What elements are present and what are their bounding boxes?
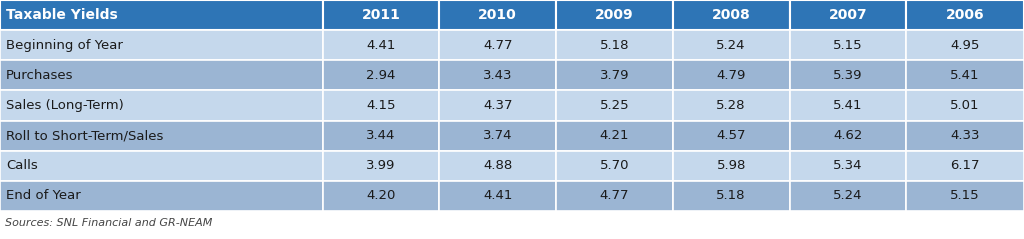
Text: 2007: 2007 xyxy=(828,8,867,22)
Text: 2011: 2011 xyxy=(361,8,400,22)
Text: Beginning of Year: Beginning of Year xyxy=(6,38,123,52)
Bar xyxy=(673,181,790,211)
Bar xyxy=(673,151,790,181)
Text: 5.41: 5.41 xyxy=(834,99,862,112)
Bar xyxy=(673,0,790,30)
Bar xyxy=(673,120,790,151)
Text: 3.44: 3.44 xyxy=(367,129,395,142)
Bar xyxy=(790,120,906,151)
Bar xyxy=(0,0,323,30)
Bar xyxy=(790,181,906,211)
Text: 4.79: 4.79 xyxy=(717,69,745,82)
Bar xyxy=(790,60,906,90)
Bar xyxy=(439,181,556,211)
Text: 2009: 2009 xyxy=(595,8,634,22)
Text: End of Year: End of Year xyxy=(6,190,81,202)
Text: 5.98: 5.98 xyxy=(717,159,745,172)
Bar xyxy=(439,151,556,181)
Text: Taxable Yields: Taxable Yields xyxy=(6,8,118,22)
Bar xyxy=(439,60,556,90)
Text: 4.95: 4.95 xyxy=(950,38,980,52)
Text: Calls: Calls xyxy=(6,159,38,172)
Text: 5.41: 5.41 xyxy=(950,69,980,82)
Bar xyxy=(556,151,673,181)
Text: 3.43: 3.43 xyxy=(483,69,512,82)
Bar xyxy=(323,0,439,30)
Bar xyxy=(906,0,1024,30)
Text: 4.57: 4.57 xyxy=(717,129,745,142)
Text: Sources: SNL Financial and GR-NEAM: Sources: SNL Financial and GR-NEAM xyxy=(5,218,212,228)
Text: 3.74: 3.74 xyxy=(483,129,512,142)
Bar xyxy=(556,120,673,151)
Text: Sales (Long-Term): Sales (Long-Term) xyxy=(6,99,124,112)
Bar xyxy=(790,0,906,30)
Text: 3.79: 3.79 xyxy=(600,69,629,82)
Text: 4.33: 4.33 xyxy=(950,129,980,142)
Text: 2008: 2008 xyxy=(712,8,751,22)
Text: 5.34: 5.34 xyxy=(834,159,862,172)
Bar xyxy=(673,30,790,60)
Text: 2010: 2010 xyxy=(478,8,517,22)
Text: 5.24: 5.24 xyxy=(834,190,862,202)
Bar xyxy=(673,60,790,90)
Text: 2006: 2006 xyxy=(946,8,984,22)
Bar xyxy=(0,90,323,120)
Bar xyxy=(0,151,323,181)
Text: 5.25: 5.25 xyxy=(600,99,629,112)
Text: 5.15: 5.15 xyxy=(950,190,980,202)
Text: 5.18: 5.18 xyxy=(717,190,745,202)
Text: 5.24: 5.24 xyxy=(717,38,745,52)
Text: 4.41: 4.41 xyxy=(483,190,512,202)
Bar xyxy=(556,60,673,90)
Bar xyxy=(323,60,439,90)
Bar xyxy=(0,30,323,60)
Bar xyxy=(556,30,673,60)
Bar xyxy=(673,90,790,120)
Text: 4.15: 4.15 xyxy=(367,99,395,112)
Bar xyxy=(439,90,556,120)
Text: 3.99: 3.99 xyxy=(367,159,395,172)
Bar xyxy=(323,181,439,211)
Text: 5.39: 5.39 xyxy=(834,69,862,82)
Bar xyxy=(790,30,906,60)
Bar xyxy=(906,60,1024,90)
Bar xyxy=(906,90,1024,120)
Text: 5.01: 5.01 xyxy=(950,99,980,112)
Bar xyxy=(906,181,1024,211)
Text: 4.41: 4.41 xyxy=(367,38,395,52)
Bar xyxy=(0,181,323,211)
Bar xyxy=(790,151,906,181)
Bar xyxy=(556,181,673,211)
Bar xyxy=(439,120,556,151)
Text: 5.15: 5.15 xyxy=(834,38,862,52)
Bar xyxy=(906,30,1024,60)
Text: 4.88: 4.88 xyxy=(483,159,512,172)
Text: 4.21: 4.21 xyxy=(600,129,629,142)
Text: 5.18: 5.18 xyxy=(600,38,629,52)
Bar xyxy=(906,120,1024,151)
Bar xyxy=(323,90,439,120)
Text: 4.62: 4.62 xyxy=(834,129,862,142)
Text: 2.94: 2.94 xyxy=(367,69,395,82)
Bar xyxy=(323,151,439,181)
Bar xyxy=(439,0,556,30)
Bar xyxy=(556,90,673,120)
Text: 4.20: 4.20 xyxy=(367,190,395,202)
Bar xyxy=(439,30,556,60)
Text: Purchases: Purchases xyxy=(6,69,74,82)
Bar xyxy=(0,60,323,90)
Bar xyxy=(323,30,439,60)
Bar xyxy=(790,90,906,120)
Bar xyxy=(906,151,1024,181)
Text: 5.28: 5.28 xyxy=(717,99,745,112)
Text: 4.77: 4.77 xyxy=(600,190,629,202)
Bar xyxy=(556,0,673,30)
Text: 4.77: 4.77 xyxy=(483,38,512,52)
Bar xyxy=(0,120,323,151)
Text: 4.37: 4.37 xyxy=(483,99,512,112)
Bar xyxy=(323,120,439,151)
Text: 6.17: 6.17 xyxy=(950,159,980,172)
Text: 5.70: 5.70 xyxy=(600,159,629,172)
Text: Roll to Short-Term/Sales: Roll to Short-Term/Sales xyxy=(6,129,164,142)
